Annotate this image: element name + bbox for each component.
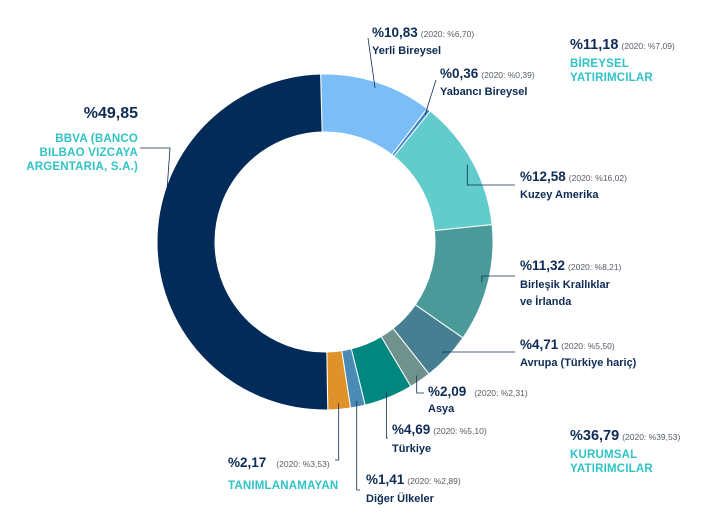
bbva-name-line2: BILBAO VIZCAYA — [39, 146, 138, 159]
label-avrupa: %4,71 (2020: %5,50) Avrupa (Türkiye hariç… — [520, 335, 636, 370]
bbva-name-line1: BBVA (BANCO — [55, 133, 138, 146]
label-diger-ulkeler: %1,41 (2020: %2,89) Diğer Ülkeler — [366, 470, 461, 506]
bbva-name-line3: ARGENTARIA, S.A.) — [26, 160, 138, 173]
tanim-value: %2,17 — [228, 455, 267, 470]
diger-value: %1,41 — [366, 472, 405, 487]
asya-name: Asya — [428, 403, 455, 416]
yabanci-name: Yabancı Bireysel — [440, 86, 528, 99]
yabanci-prev: (2020: %0,39) — [481, 70, 535, 80]
kuzey-value: %12,58 — [520, 169, 566, 184]
group-bireysel: %11,18 (2020: %7,09) BİREYSEL YATIRIMCILA… — [570, 35, 675, 86]
bireysel-group-prev: (2020: %7,09) — [621, 41, 675, 51]
asya-value: %2,09 — [428, 384, 467, 399]
leader-line-0 — [367, 37, 376, 88]
turkiye-value: %4,69 — [392, 422, 431, 437]
birlesik-name-line1: Birleşik Krallıklar — [520, 279, 610, 292]
kurumsal-group-line1: KURUMSAL — [570, 449, 638, 462]
leader-line-4 — [442, 351, 515, 354]
label-asya: %2,09 (2020: %2,31) Asya — [428, 382, 528, 416]
label-bbva: %49,85 BBVA (BANCO BILBAO VIZCAYA ARGENT… — [26, 104, 138, 175]
bireysel-group-line2: YATIRIMCILAR — [570, 72, 653, 85]
label-yabanci-bireysel: %0,36 (2020: %0,39) Yabancı Bireysel — [440, 64, 535, 99]
leader-line-1 — [424, 79, 437, 115]
kurumsal-group-line2: YATIRIMCILAR — [570, 463, 653, 476]
leader-line-8 — [335, 403, 340, 461]
tanim-name: TANIMLANAMAYAN — [228, 480, 339, 493]
asya-prev: (2020: %2,31) — [474, 388, 528, 398]
leader-line-9 — [140, 147, 171, 246]
leader-line-7 — [356, 400, 360, 491]
label-kuzey-amerika: %12,58 (2020: %16,02) Kuzey Amerika — [520, 167, 627, 202]
birlesik-value: %11,32 — [520, 258, 566, 273]
diger-name: Diğer Ülkeler — [366, 493, 434, 506]
label-yerli-bireysel: %10,83 (2020: %6,70) Yerli Bireysel — [372, 23, 474, 58]
tanim-prev: (2020: %3,53) — [276, 459, 330, 469]
bireysel-group-line1: BİREYSEL — [570, 58, 630, 71]
avrupa-value: %4,71 — [520, 337, 559, 352]
kuzey-prev: (2020: %16,02) — [568, 173, 627, 183]
leader-line-3 — [481, 275, 515, 283]
label-turkiye: %4,69 (2020: %5,10) Türkiye — [392, 420, 487, 456]
kurumsal-group-prev: (2020: %39,53) — [622, 432, 681, 442]
avrupa-name: Avrupa (Türkiye hariç) — [520, 357, 637, 370]
bireysel-group-value: %11,18 — [570, 37, 619, 53]
turkiye-name: Türkiye — [392, 443, 432, 456]
leader-line-5 — [416, 375, 424, 394]
birlesik-prev: (2020: %8,21) — [568, 262, 622, 272]
avrupa-prev: (2020: %5,50) — [561, 341, 615, 351]
yerli-value: %10,83 — [372, 25, 418, 40]
label-tanimlanamayan: %2,17 (2020: %3,53) TANIMLANAMAYAN — [228, 453, 338, 494]
yerli-name: Yerli Bireysel — [372, 45, 442, 58]
label-birlesik-kralliklar: %11,32 (2020: %8,21) Birleşik Krallıklar … — [520, 256, 621, 310]
leader-line-6 — [385, 391, 388, 439]
leader-line-2 — [466, 164, 515, 186]
bbva-value: %49,85 — [83, 105, 138, 122]
kuzey-name: Kuzey Amerika — [520, 189, 599, 202]
yabanci-value: %0,36 — [440, 66, 479, 81]
diger-prev: (2020: %2,89) — [407, 476, 461, 486]
birlesik-name-line2: ve İrlanda — [520, 296, 572, 309]
group-kurumsal: %36,79 (2020: %39,53) KURUMSAL YATIRIMCIL… — [570, 426, 680, 477]
yerli-prev: (2020: %6,70) — [420, 29, 475, 39]
kurumsal-group-value: %36,79 — [570, 428, 620, 444]
donut-slice-9 — [156, 73, 329, 411]
turkiye-prev: (2020: %5,10) — [433, 426, 487, 436]
